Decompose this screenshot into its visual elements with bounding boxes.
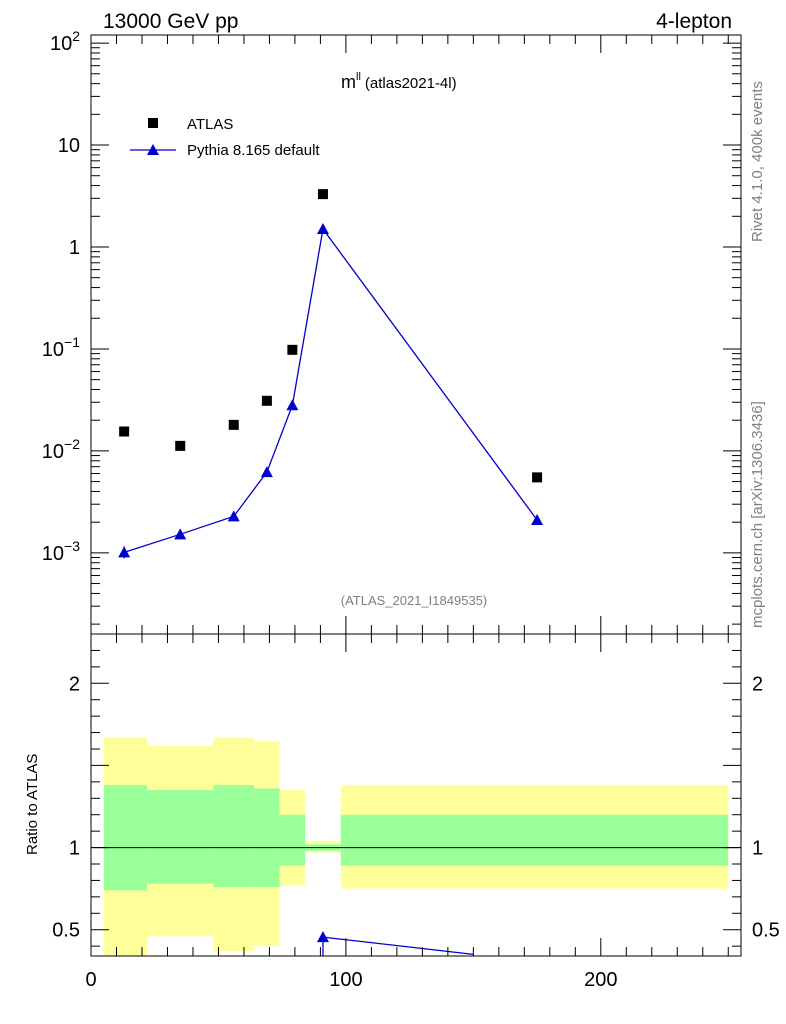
mc-point [316, 223, 329, 235]
y-tick-exponent: −3 [64, 538, 80, 554]
legend-mc-label: Pythia 8.165 default [187, 142, 320, 159]
y-tick-base: 10 [42, 441, 64, 463]
y-tick-label: 1 [69, 237, 80, 259]
mc-point [531, 514, 544, 526]
ratio-tick-label-right: 1 [752, 838, 763, 860]
ratio-frame-box [90, 633, 742, 957]
mcplots-label: mcplots.cern.ch [arXiv:1306.3436] [749, 401, 766, 628]
ratio-tick-label-left: 2 [69, 673, 80, 695]
plot-title: mll (atlas2021-4l) [341, 71, 457, 92]
ratio-band-inner [279, 814, 306, 866]
series-layer [118, 189, 544, 559]
ratio-band-inner [213, 785, 255, 887]
y-tick-label: 10−1 [42, 334, 80, 361]
mc-point [174, 528, 187, 540]
data-point [175, 440, 186, 451]
y-tick-base: 10 [50, 33, 72, 55]
y-tick-exponent: −1 [64, 334, 80, 350]
y-tick-exponent: −2 [64, 436, 80, 452]
title-sub: (atlas2021-4l) [365, 75, 457, 92]
y-tick-base: 10 [42, 543, 64, 565]
ratio-band-inner [340, 814, 729, 866]
rivet-label: Rivet 4.1.0, 400k events [749, 81, 766, 242]
mc-line [123, 227, 538, 554]
data-point [119, 426, 130, 437]
y-tick-label: 10−3 [42, 538, 80, 565]
data-point [261, 395, 272, 406]
title-main: m [341, 72, 356, 92]
legend-data-label: ATLAS [187, 116, 233, 133]
title-sup: ll [356, 71, 361, 83]
mc-point [118, 546, 131, 558]
data-point [317, 189, 328, 200]
header-left: 13000 GeV pp [103, 10, 238, 33]
y-tick-base: 1 [69, 237, 80, 259]
ratio-tick-label-left: 0.5 [52, 920, 80, 942]
data-point [532, 472, 543, 483]
x-tick-label: 200 [584, 969, 617, 991]
ratio-band-inner [103, 785, 148, 891]
analysis-id: (ATLAS_2021_I1849535) [341, 593, 487, 608]
x-tick-label: 100 [329, 969, 362, 991]
legend-mc-marker [147, 144, 159, 155]
ratio-band-inner [147, 790, 214, 884]
ratio-frame [90, 633, 742, 957]
ratio-bands [103, 737, 729, 956]
ratio-tick-label-right: 0.5 [752, 920, 780, 942]
legend-data-marker [148, 118, 158, 128]
y-tick-label: 10−2 [42, 436, 80, 463]
ratio-mc-point [316, 931, 329, 943]
data-point [287, 344, 298, 355]
ratio-tick-label-left: 1 [69, 838, 80, 860]
ratio-tick-label-right: 2 [752, 673, 763, 695]
ratio-series [316, 931, 474, 956]
mc-point [227, 510, 240, 522]
y-tick-label: 102 [50, 28, 80, 55]
y-tick-label: 10 [58, 135, 80, 157]
y-tick-base: 10 [42, 339, 64, 361]
ratio-ylabel: Ratio to ATLAS [24, 754, 41, 855]
mc-point [260, 466, 273, 478]
data-point [228, 419, 239, 430]
x-tick-label: 0 [85, 969, 96, 991]
header-right: 4-lepton [656, 10, 732, 33]
y-tick-base: 10 [58, 135, 80, 157]
y-tick-exponent: 2 [72, 28, 80, 44]
mc-point [286, 399, 299, 411]
ratio-band-inner [254, 788, 280, 887]
